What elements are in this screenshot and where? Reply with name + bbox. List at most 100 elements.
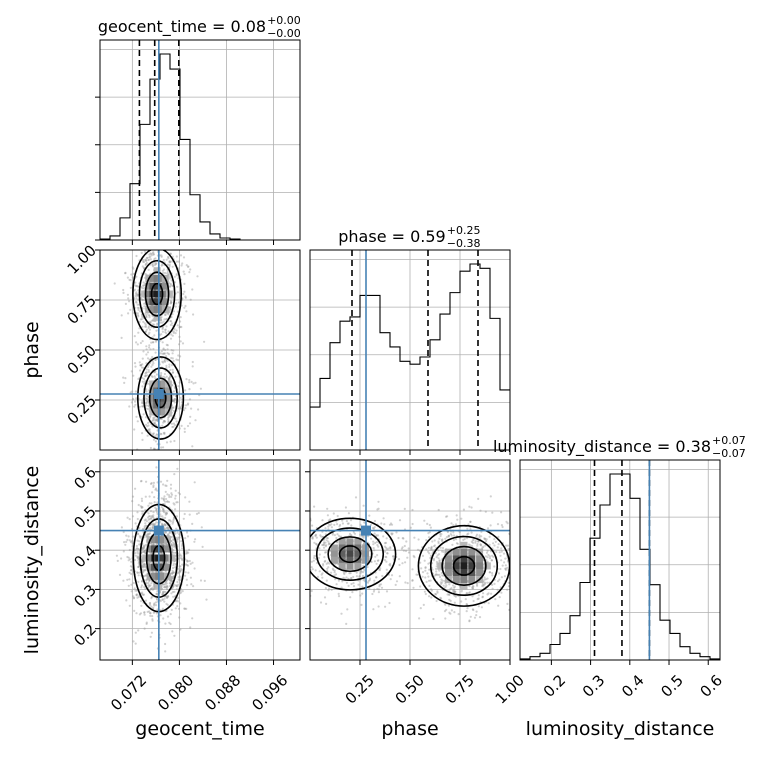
sample-point xyxy=(166,533,170,536)
sample-point xyxy=(184,404,188,407)
sample-point xyxy=(437,549,440,552)
sample-point xyxy=(169,520,172,523)
sample-point xyxy=(327,540,330,543)
sample-point xyxy=(164,524,167,527)
sample-point xyxy=(174,532,177,535)
sample-point xyxy=(441,581,444,584)
sample-point xyxy=(482,584,485,587)
sample-point xyxy=(315,536,318,539)
sample-point xyxy=(436,554,439,557)
sample-point xyxy=(178,391,181,394)
histogram-panel-luminosity-distance xyxy=(519,459,721,665)
sample-point xyxy=(143,519,146,522)
sample-point xyxy=(183,282,186,285)
sample-point xyxy=(327,589,330,592)
sample-point xyxy=(421,571,425,574)
title-superscript: +0.00 xyxy=(267,14,301,27)
sample-point xyxy=(178,343,181,346)
sample-point xyxy=(169,302,172,305)
density-cell xyxy=(153,298,161,306)
sample-point xyxy=(401,546,404,549)
sample-point xyxy=(429,548,432,551)
sample-point xyxy=(183,306,186,309)
sample-point xyxy=(165,366,168,369)
density-cell xyxy=(164,394,172,402)
sample-point xyxy=(155,373,158,376)
sample-point xyxy=(375,562,378,565)
sample-point xyxy=(184,304,187,308)
sample-point xyxy=(485,538,488,541)
sample-point xyxy=(175,273,178,276)
sample-point xyxy=(148,561,151,564)
sample-point xyxy=(140,251,143,254)
sample-point xyxy=(489,550,493,553)
sample-point xyxy=(440,597,443,600)
sample-point xyxy=(154,358,157,361)
sample-point xyxy=(382,517,385,520)
sample-point xyxy=(413,536,416,539)
sample-point xyxy=(352,585,356,588)
sample-point xyxy=(172,538,175,541)
sample-point xyxy=(160,319,163,322)
sample-point xyxy=(494,598,497,601)
sample-point xyxy=(379,583,383,586)
sample-point xyxy=(322,563,325,566)
density-cell xyxy=(161,380,168,388)
sample-point xyxy=(493,582,496,586)
sample-point xyxy=(446,593,449,596)
sample-point xyxy=(372,590,375,593)
sample-point xyxy=(311,537,314,540)
sample-point xyxy=(179,407,182,410)
sample-point xyxy=(350,524,353,527)
sample-point xyxy=(337,595,341,598)
sample-point xyxy=(131,515,135,518)
sample-point xyxy=(189,415,192,418)
sample-point xyxy=(175,501,178,504)
sample-point xyxy=(172,571,175,574)
sample-point xyxy=(136,517,139,521)
sample-point xyxy=(144,375,147,378)
sample-point xyxy=(469,615,472,618)
sample-point xyxy=(168,265,171,268)
sample-point xyxy=(151,360,154,363)
sample-point xyxy=(478,616,482,619)
sample-point xyxy=(480,544,483,547)
sample-point xyxy=(468,591,471,594)
sample-point xyxy=(423,519,426,522)
sample-point xyxy=(147,585,151,588)
sample-point xyxy=(162,543,165,546)
sample-point xyxy=(168,275,171,278)
sample-point xyxy=(384,541,388,545)
sample-point xyxy=(139,505,142,508)
sample-point xyxy=(153,334,156,337)
sample-point xyxy=(362,535,365,538)
sample-point xyxy=(484,510,487,513)
sample-point xyxy=(148,314,151,317)
sample-point xyxy=(371,592,374,596)
density-panel-phase-vs-geocent-time xyxy=(95,249,301,455)
sample-point xyxy=(134,281,137,284)
sample-point xyxy=(178,554,181,557)
sample-point xyxy=(153,587,156,590)
sample-point xyxy=(161,515,164,518)
sample-point xyxy=(154,522,157,526)
sample-point xyxy=(135,300,138,303)
sample-point xyxy=(411,522,414,526)
sample-point xyxy=(181,342,185,345)
sample-point xyxy=(385,560,388,563)
sample-point xyxy=(177,301,181,304)
sample-point xyxy=(170,356,173,360)
sample-point xyxy=(120,314,123,317)
sample-point xyxy=(179,405,182,408)
sample-point xyxy=(130,370,133,373)
sample-point xyxy=(362,504,365,507)
sample-point xyxy=(137,557,140,561)
sample-point xyxy=(160,506,163,509)
sample-point xyxy=(427,562,430,565)
sample-point xyxy=(161,341,164,344)
sample-point xyxy=(361,592,364,595)
sample-point xyxy=(176,585,179,588)
sample-point xyxy=(154,488,157,491)
sample-point xyxy=(120,336,123,339)
sample-point xyxy=(332,568,335,572)
